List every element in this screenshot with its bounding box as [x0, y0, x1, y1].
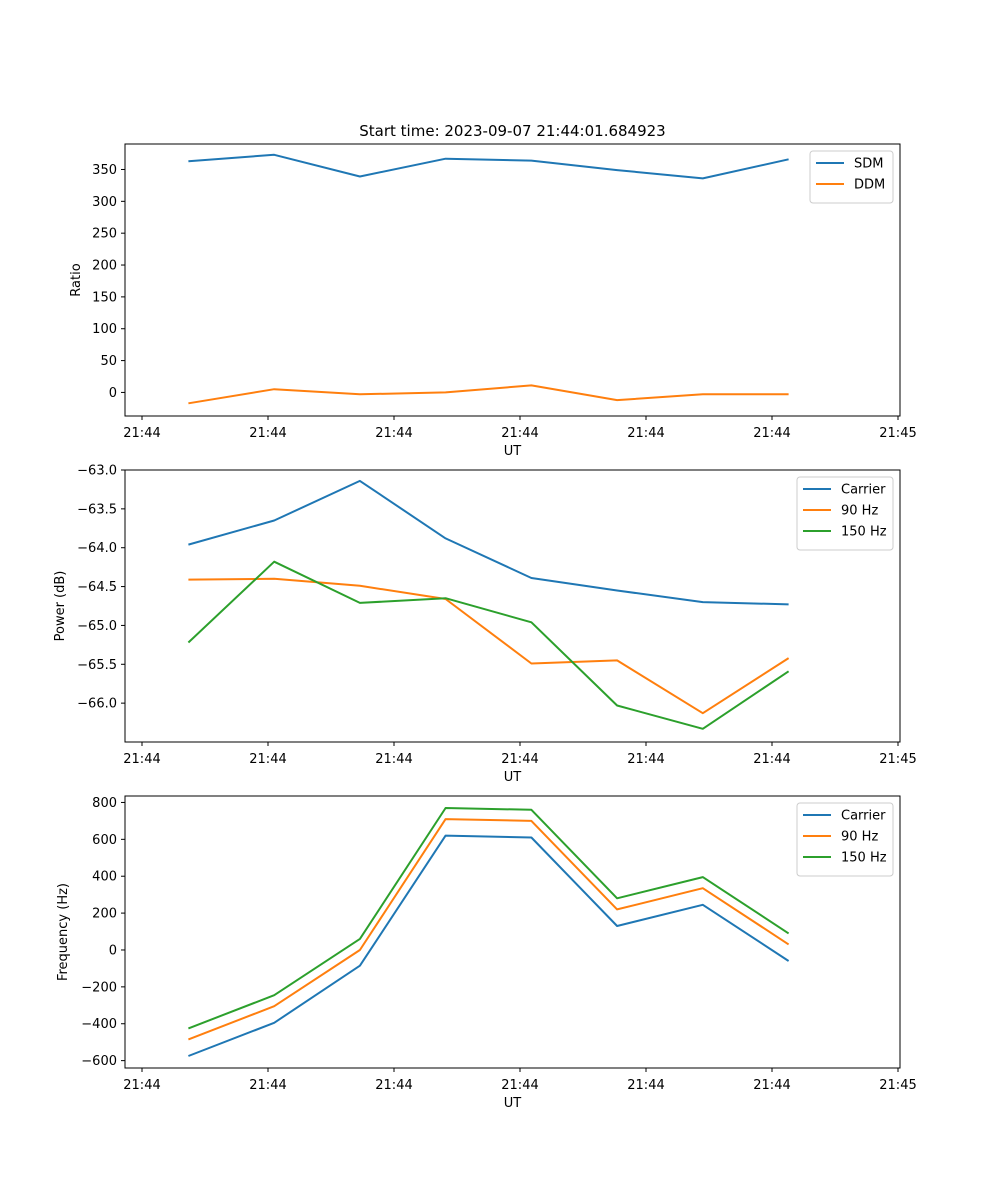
x-tick-label: 21:44	[501, 1078, 538, 1093]
panel-1: 21:44 21:44 21:44 21:44 21:44 21:44 21:45 0 50 10…	[69, 143, 917, 459]
x-tick-label: 21:44	[501, 426, 538, 441]
axes-frame	[124, 795, 901, 1069]
legend-label: 90 Hz	[841, 830, 878, 845]
panel-2: 21:44 21:44 21:44 21:44 21:44 21:44 21:45 −63.0…	[53, 464, 917, 786]
x-axis-label: UT	[504, 770, 522, 785]
y-tick-label: −600	[81, 1054, 117, 1069]
legend-label: Carrier	[841, 809, 886, 824]
x-axis-label: UT	[504, 1096, 522, 1111]
y-tick-label: 200	[92, 259, 117, 274]
axes-frame	[124, 469, 901, 743]
y-tick-label: 100	[92, 322, 117, 337]
y-tick-label: −65.5	[77, 658, 117, 673]
y-tick-label: −400	[81, 1017, 117, 1032]
x-tick-label: 21:45	[879, 1078, 916, 1093]
x-tick-label: 21:44	[753, 426, 790, 441]
legend: Carrier 90 Hz 150 Hz	[796, 802, 894, 877]
y-tick-label: 250	[92, 227, 117, 242]
y-axis-label: Power (dB)	[53, 571, 68, 642]
legend-label: 90 Hz	[841, 504, 878, 519]
x-tick-label: 21:44	[123, 1078, 160, 1093]
legend: Carrier 90 Hz 150 Hz	[796, 476, 894, 551]
x-tick-label: 21:44	[249, 426, 286, 441]
y-tick-label: −200	[81, 980, 117, 995]
series-line-90-hz	[188, 577, 790, 715]
legend-label: 150 Hz	[841, 851, 887, 866]
x-tick-label: 21:44	[249, 1078, 286, 1093]
x-tick-label: 21:45	[879, 752, 916, 767]
y-axis-label: Frequency (Hz)	[56, 883, 71, 981]
y-tick-label: 400	[92, 870, 117, 885]
legend-label: 150 Hz	[841, 525, 887, 540]
series-line-sdm	[188, 153, 789, 180]
series-line-ddm	[188, 384, 789, 405]
axes-frame	[124, 143, 901, 417]
y-axis-label: Ratio	[69, 263, 84, 296]
panels: 21:44 21:44 21:44 21:44 21:44 21:44 21:45 0 50 10…	[53, 143, 917, 1111]
series-line-150-hz	[188, 807, 790, 1030]
series-line-90-hz	[188, 818, 790, 1041]
y-tick-label: 150	[92, 290, 117, 305]
y-tick-label: 200	[92, 907, 117, 922]
x-tick-label: 21:44	[375, 426, 412, 441]
y-tick-label: 50	[100, 354, 117, 369]
legend-label: DDM	[854, 178, 885, 193]
y-tick-label: 0	[109, 386, 117, 401]
x-axis-label: UT	[504, 444, 522, 459]
series-line-carrier	[188, 834, 790, 1057]
y-tick-label: −65.0	[77, 619, 117, 634]
chart-title: Start time: 2023-09-07 21:44:01.684923	[359, 122, 665, 140]
legend-label: SDM	[854, 157, 883, 172]
y-tick-label: 0	[109, 943, 117, 958]
x-tick-label: 21:44	[375, 752, 412, 767]
x-tick-label: 21:44	[375, 1078, 412, 1093]
x-tick-label: 21:44	[123, 752, 160, 767]
y-tick-label: −66.0	[77, 697, 117, 712]
x-tick-label: 21:45	[879, 426, 916, 441]
y-tick-label: 600	[92, 833, 117, 848]
legend: SDM DDM	[809, 150, 894, 204]
y-tick-label: −63.0	[77, 464, 117, 479]
x-tick-label: 21:44	[627, 426, 664, 441]
x-tick-label: 21:44	[501, 752, 538, 767]
y-tick-label: 350	[92, 163, 117, 178]
x-tick-label: 21:44	[123, 426, 160, 441]
panel-3: 21:44 21:44 21:44 21:44 21:44 21:44 21:45 −600 −…	[56, 795, 917, 1111]
x-tick-label: 21:44	[627, 752, 664, 767]
x-tick-label: 21:44	[753, 752, 790, 767]
y-tick-label: 300	[92, 195, 117, 210]
series-line-carrier	[188, 479, 789, 606]
x-tick-label: 21:44	[753, 1078, 790, 1093]
series-line-150-hz	[187, 560, 790, 730]
legend-label: Carrier	[841, 483, 886, 498]
x-tick-label: 21:44	[627, 1078, 664, 1093]
y-tick-label: −64.5	[77, 580, 117, 595]
y-tick-label: −64.0	[77, 541, 117, 556]
y-tick-label: 800	[92, 796, 117, 811]
x-tick-label: 21:44	[249, 752, 286, 767]
y-tick-label: −63.5	[77, 502, 117, 517]
